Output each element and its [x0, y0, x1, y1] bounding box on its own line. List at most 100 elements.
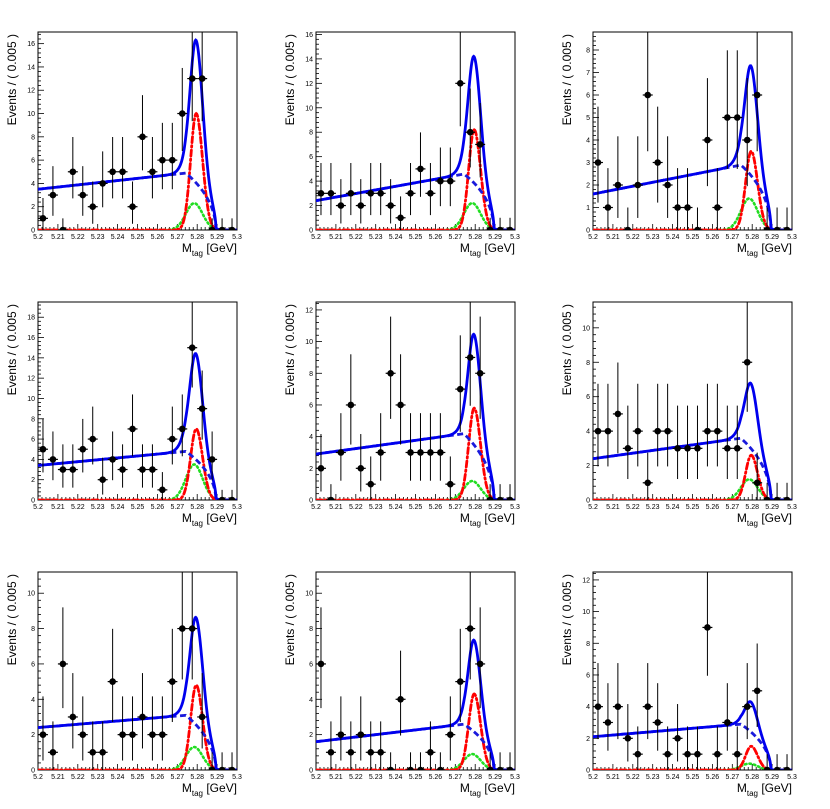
data-point — [622, 405, 633, 480]
data-point — [692, 207, 703, 230]
data-point-marker — [39, 215, 47, 222]
data-point-marker — [99, 749, 106, 756]
y-tick-label: 6 — [309, 661, 313, 668]
data-point-marker — [119, 466, 126, 473]
data-point-marker — [783, 496, 791, 500]
data-point — [612, 362, 623, 454]
y-axis-title: Events / ( 0.005 ) — [560, 304, 574, 395]
data-point — [405, 752, 416, 770]
x-tick-label: 5.24 — [389, 234, 403, 241]
plot-area — [593, 572, 792, 770]
data-point — [325, 721, 336, 770]
y-tick-label: 8 — [586, 360, 590, 367]
x-tick-label: 5.23 — [646, 504, 660, 511]
data-point-marker — [377, 190, 384, 197]
data-point-marker — [743, 136, 751, 144]
peaking-curve — [38, 463, 237, 500]
y-tick-label: 6 — [31, 437, 35, 444]
data-point-marker — [456, 678, 464, 685]
x-axis-title-main: M — [737, 781, 747, 795]
y-tick-label: 10 — [305, 339, 313, 346]
data-point — [593, 106, 603, 203]
data-point — [67, 673, 78, 749]
data-point-marker — [178, 425, 186, 433]
y-tick-label: 7 — [586, 70, 590, 77]
data-point-marker — [674, 445, 681, 452]
data-point-marker — [724, 719, 731, 726]
y-tick-label: 0 — [309, 498, 313, 505]
data-point — [505, 752, 515, 770]
signal-curve — [38, 427, 237, 500]
x-tick-label: 5.21 — [606, 504, 620, 511]
data-point — [722, 405, 733, 480]
x-tick-label: 5.27 — [725, 234, 739, 241]
data-point — [612, 136, 623, 218]
x-tick-label: 5.2 — [311, 234, 321, 241]
data-point-marker — [624, 445, 632, 452]
data-point-marker — [357, 202, 365, 209]
data-point — [682, 168, 693, 230]
data-point — [652, 106, 663, 203]
y-tick-label: 14 — [27, 355, 35, 362]
y-tick-label: 4 — [309, 434, 313, 441]
data-point-marker — [317, 660, 325, 668]
data-point — [197, 673, 208, 749]
data-point-marker — [39, 445, 47, 453]
data-point — [662, 136, 673, 218]
data-point — [425, 162, 436, 216]
x-tick-label: 5.21 — [329, 504, 343, 511]
data-point — [425, 413, 436, 481]
data-point — [87, 721, 98, 770]
peaking-curve — [316, 479, 515, 500]
data-point — [365, 721, 376, 770]
data-point — [77, 418, 88, 473]
data-point — [465, 88, 476, 168]
data-point — [167, 628, 178, 723]
x-tick-label: 5.23 — [369, 504, 383, 511]
data-point-marker — [654, 427, 661, 435]
y-tick-label: 10 — [305, 105, 313, 112]
data-point-marker — [337, 202, 345, 209]
data-point-marker — [733, 114, 741, 121]
data-point — [57, 444, 68, 488]
data-point-marker — [437, 177, 444, 185]
x-tick-label: 5.23 — [91, 774, 105, 781]
data-point — [227, 218, 237, 230]
x-tick-label: 5.22 — [349, 504, 363, 511]
data-point — [475, 607, 486, 709]
data-point-marker — [684, 750, 691, 758]
data-point — [117, 136, 128, 199]
data-point — [672, 168, 683, 230]
x-tick-label: 5.23 — [646, 234, 660, 241]
x-tick-label: 5.25 — [131, 504, 145, 511]
data-point — [67, 136, 78, 199]
signal-curve — [38, 683, 237, 770]
y-tick-label: 14 — [27, 64, 35, 71]
data-point-marker — [447, 480, 454, 488]
data-point — [147, 696, 158, 761]
data-point-marker — [218, 226, 226, 230]
data-point-marker — [466, 128, 474, 136]
data-point — [187, 32, 198, 122]
chart-panel: 0 2 4 6 8 10 12 14 16 18 5.2 5.21 5.22 5.23 5.24 5.25 5.… — [5, 301, 242, 528]
plot-area — [38, 302, 237, 500]
data-point-marker — [694, 445, 701, 452]
data-point — [217, 489, 228, 500]
chart-panel: 0 2 4 6 8 10 5.2 5.21 5.22 5.23 5.24 5.25 5.26 5.27 5.… — [560, 301, 797, 528]
x-tick-label: 5.26 — [429, 504, 443, 511]
x-tick-label: 5.29 — [765, 504, 779, 511]
y-tick-label: 10 — [27, 396, 35, 403]
y-tick-label: 0 — [31, 498, 35, 505]
data-point-marker — [228, 226, 236, 230]
data-point — [435, 752, 446, 770]
x-axis-title-unit: [GeV] — [203, 241, 237, 255]
data-point-marker — [79, 731, 87, 738]
data-point-marker — [486, 226, 494, 230]
x-tick-label: 5.23 — [369, 234, 383, 241]
data-point — [415, 752, 426, 770]
data-point — [445, 147, 456, 207]
data-point — [602, 383, 613, 467]
data-point-marker — [188, 344, 196, 351]
signal-curve — [593, 744, 792, 770]
data-point — [702, 78, 713, 187]
